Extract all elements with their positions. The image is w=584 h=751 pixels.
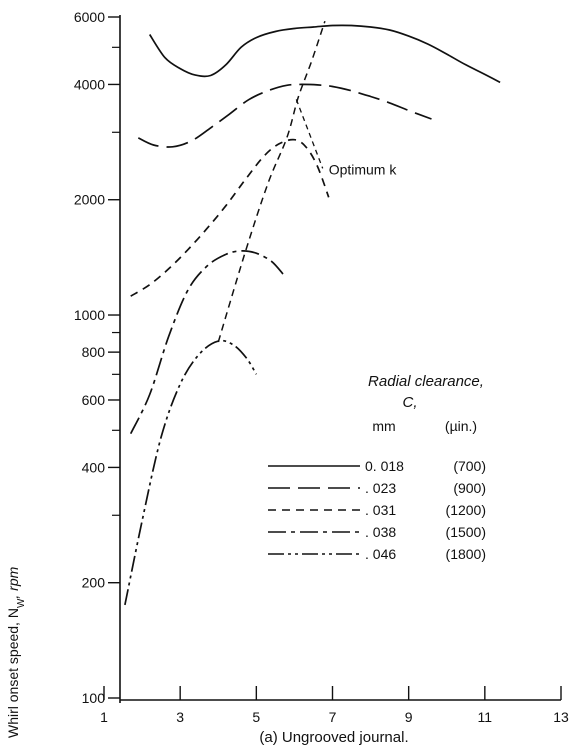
legend-mm-3: . 031 [365,502,396,518]
y-tick-label: 600 [82,392,106,408]
legend: Radial clearance, C, mm (µin.) 0. 018 (700) . … [268,373,486,562]
legend-in-4: (1500) [446,524,486,540]
legend-title-symbol: C, [403,394,418,411]
legend-title: Radial clearance, [368,373,484,390]
legend-in-3: (1200) [446,502,486,518]
y-tick-label: 100 [82,690,106,706]
series-line-3 [130,138,330,297]
optimum-k-line [217,20,326,343]
optimum-k-label: Optimum k [329,161,398,177]
legend-mm-2: . 023 [365,480,396,496]
legend-in-5: (1800) [446,546,486,562]
legend-col-mm: mm [372,418,395,434]
series-line-1 [148,24,501,84]
y-tick-label: 200 [82,575,106,591]
x-tick-label: 3 [176,709,184,725]
x-tick-label: 13 [553,709,569,725]
x-tick-label: 9 [405,709,413,725]
y-tick-label: 6000 [74,9,105,25]
legend-in-1: (700) [453,458,486,474]
y-tick-label: 2000 [74,192,105,208]
series-line-2 [137,83,432,148]
x-tick-label: 5 [252,709,260,725]
y-tick-label: 800 [82,344,106,360]
legend-mm-1: 0. 018 [365,458,404,474]
y-tick-label: 400 [82,459,106,475]
x-tick-label: 11 [478,709,493,725]
y-axis-title: Whirl onset speed, NW, rpm [5,566,27,738]
y-tick-label: 1000 [74,307,105,323]
optimum-k-leader [295,99,324,169]
legend-mm-5: . 046 [365,546,396,562]
series-line-4 [129,250,284,435]
chart-caption: (a) Ungrooved journal. [259,729,408,746]
legend-mm-4: . 038 [365,524,396,540]
legend-in-2: (900) [453,480,486,496]
series-line-5 [124,339,258,606]
annotation: Optimum k [217,20,398,343]
y-tick-label: 4000 [74,76,105,92]
x-tick-label: 7 [329,709,337,725]
x-tick-label: 1 [100,709,108,725]
labels: Whirl onset speed, NW, rpm (a) Ungrooved … [5,566,409,746]
series-layer [124,24,501,606]
legend-col-in: (µin.) [445,418,477,434]
